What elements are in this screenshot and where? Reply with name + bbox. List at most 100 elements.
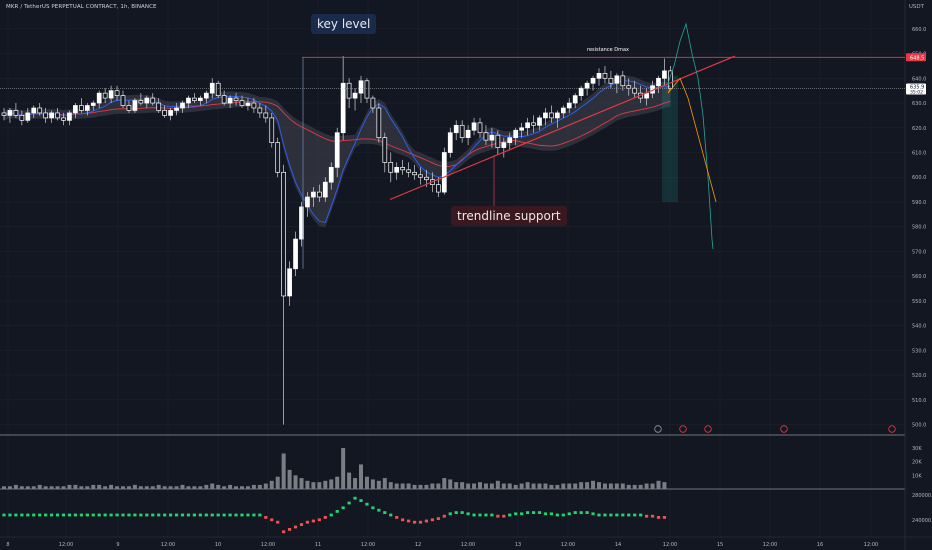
candle-body bbox=[221, 95, 227, 104]
volume-bar bbox=[656, 480, 661, 489]
volume-bar bbox=[144, 486, 149, 489]
volume-bar bbox=[25, 486, 30, 489]
candle-body bbox=[406, 169, 411, 173]
volume-bar bbox=[650, 483, 655, 489]
candle-body bbox=[483, 132, 489, 141]
candle-body bbox=[352, 92, 358, 99]
x-tick-label: 12:00 bbox=[561, 542, 575, 548]
candle-body bbox=[632, 87, 638, 94]
oscillator-bar bbox=[293, 525, 298, 529]
oscillator-bar bbox=[246, 513, 250, 517]
candle-body bbox=[626, 85, 632, 89]
time-axis: 8 12:00 9 12:00 10 12:00 11 12:00 12 12:00 13 12:00… bbox=[6, 542, 878, 548]
oscillator-bar bbox=[234, 513, 238, 517]
trendline-support-callout[interactable]: trendline support bbox=[451, 206, 567, 226]
volume-bar bbox=[376, 480, 381, 489]
volume-bar bbox=[216, 484, 221, 489]
volume-bar bbox=[198, 486, 203, 489]
candle-body bbox=[317, 191, 322, 198]
x-tick-label: 12:00 bbox=[461, 542, 475, 548]
oscillator-bar bbox=[490, 513, 494, 517]
x-tick-label: 13 bbox=[515, 542, 521, 548]
volume-bar bbox=[519, 483, 524, 489]
volume-bar bbox=[138, 486, 143, 489]
oscillator-bar bbox=[442, 514, 446, 518]
oscillator-bar bbox=[258, 513, 262, 517]
volume-bar bbox=[436, 483, 441, 489]
key-level-callout[interactable]: key level bbox=[311, 14, 377, 34]
candle-body bbox=[138, 100, 144, 104]
candle-body bbox=[19, 115, 25, 121]
volume-bar bbox=[359, 464, 363, 489]
candle-body bbox=[459, 124, 465, 139]
candle-body bbox=[400, 166, 405, 171]
oscillator-bar bbox=[353, 496, 357, 500]
oscillator-bar bbox=[365, 502, 369, 506]
candle-body bbox=[144, 97, 150, 104]
volume-bar bbox=[466, 483, 471, 489]
oscillator-bar bbox=[91, 513, 95, 517]
candle-body bbox=[132, 100, 138, 111]
volume-bar bbox=[472, 483, 477, 489]
oscillator-bar bbox=[573, 511, 577, 514]
candle-body bbox=[227, 97, 233, 104]
candle-body bbox=[346, 82, 352, 99]
volume-bar bbox=[103, 486, 108, 489]
x-tick-label: 12 bbox=[415, 542, 421, 548]
oscillator-bar bbox=[389, 513, 393, 517]
candle-body bbox=[43, 112, 49, 119]
x-tick-label: 16 bbox=[817, 542, 823, 548]
candle-body bbox=[73, 105, 78, 114]
oscillator-bar bbox=[79, 513, 83, 517]
y-tick-label: 510.0 bbox=[912, 398, 926, 404]
resistance-price-badge bbox=[906, 53, 926, 62]
y-tick-label: 540.0 bbox=[912, 324, 926, 330]
current-price-badge bbox=[906, 83, 926, 95]
oscillator-bar bbox=[347, 501, 351, 505]
forecast-green-path bbox=[667, 22, 714, 250]
event-markers[interactable] bbox=[654, 425, 896, 433]
y-tick-label: 640.0 bbox=[912, 76, 926, 82]
candle-body bbox=[584, 82, 590, 89]
oscillator-bar bbox=[204, 513, 208, 517]
oscillator-bar bbox=[2, 513, 6, 517]
candle-body bbox=[328, 166, 334, 183]
volume-bar bbox=[483, 483, 488, 489]
resistance-price-text: 648.5 bbox=[910, 55, 924, 61]
oscillator-bar bbox=[32, 513, 36, 517]
volume-bar bbox=[364, 476, 369, 489]
oscillator-bar bbox=[85, 513, 89, 517]
volume-bar bbox=[186, 486, 191, 489]
candle-body bbox=[554, 112, 560, 119]
candle-body bbox=[203, 92, 209, 99]
oscillator-bar bbox=[335, 510, 339, 513]
oscillator-bar bbox=[478, 513, 482, 517]
volume-bar bbox=[382, 478, 387, 489]
oscillator-bar bbox=[169, 513, 173, 517]
oscillator-bar bbox=[38, 513, 42, 517]
oscillator-bar bbox=[627, 513, 631, 517]
candle-body bbox=[186, 97, 191, 104]
volume-bar bbox=[507, 483, 512, 489]
volume-bar bbox=[335, 476, 340, 489]
oscillator-bar bbox=[163, 513, 167, 517]
x-tick-label: 12:00 bbox=[763, 542, 777, 548]
oscillator-bar bbox=[502, 514, 506, 518]
volume-bar bbox=[525, 482, 530, 489]
volume-bar bbox=[626, 484, 631, 489]
volume-bar bbox=[79, 486, 84, 489]
candle-body bbox=[501, 142, 507, 148]
candle-body bbox=[543, 112, 548, 119]
volume-bar bbox=[620, 483, 625, 489]
volume-bar bbox=[501, 483, 506, 489]
oscillator-bar bbox=[252, 513, 256, 517]
volume-bar bbox=[632, 484, 637, 489]
volume-bar bbox=[222, 486, 227, 489]
candle-body bbox=[287, 268, 292, 297]
trendline-support-line[interactable] bbox=[389, 55, 736, 201]
candle-body bbox=[67, 112, 72, 121]
y-tick-label: 580.0 bbox=[912, 225, 926, 231]
candle-body bbox=[590, 77, 596, 84]
oscillator-bar bbox=[585, 511, 589, 514]
